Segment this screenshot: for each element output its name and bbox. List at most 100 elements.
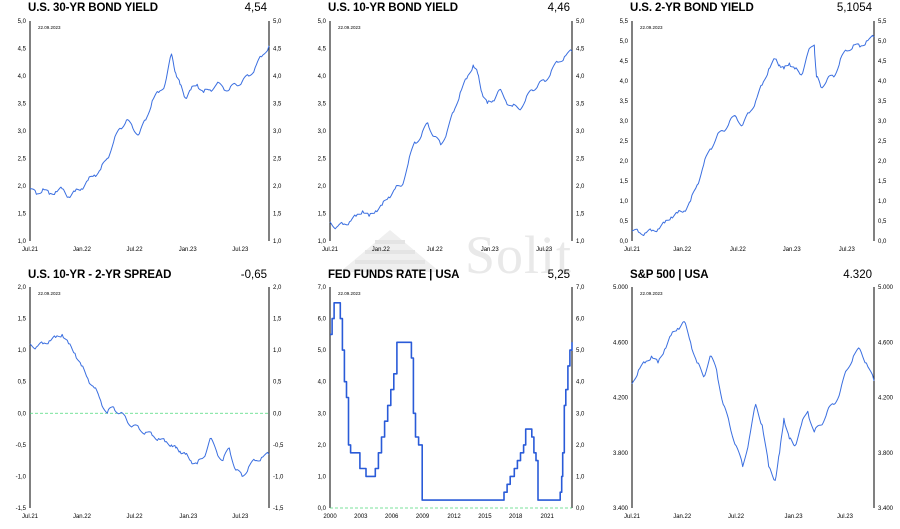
y-tick-label-right: 4.600: [878, 340, 894, 346]
y-tick-label-left: 1,5: [18, 212, 27, 218]
y-tick-label-right: 7,0: [576, 285, 585, 291]
x-tick-label: Jan.23: [783, 247, 802, 253]
y-tick-label-right: 3,5: [576, 102, 585, 108]
chart-panel: U.S. 10-YR BOND YIELD 4,46 22.09.2023 1,0 1,…: [318, 0, 588, 264]
chart-panel: U.S. 30-YR BOND YIELD 4,54 22.09.2023 1,0 1,…: [18, 0, 289, 264]
y-tick-label-right: 3,5: [878, 99, 887, 105]
y-tick-label-left: 4,5: [318, 47, 327, 53]
y-tick-label-left: 3,0: [318, 411, 327, 417]
y-tick-label-left: -1,0: [16, 474, 27, 480]
date-stamp: 22.09.2023: [338, 25, 361, 30]
x-tick-label: 2012: [447, 514, 461, 520]
latest-value: 4,54: [244, 2, 267, 14]
x-tick-label: Jul.22: [728, 514, 745, 520]
chart-title: U.S. 10-YR BOND YIELD: [328, 2, 458, 14]
y-tick-label-left: -1,5: [16, 506, 27, 512]
plot-area: 1,0 1,0 1,5 1,5 2,0 2,0 2,5 2,5 3,0 3,0 3,5 3,5 4,0 4…: [318, 19, 585, 253]
y-tick-label-right: 3,0: [576, 411, 585, 417]
x-tick-label: 2009: [416, 514, 430, 520]
y-tick-label-right: -0,5: [273, 443, 284, 449]
y-tick-label-right: 2,0: [273, 285, 282, 291]
y-tick-label-right: 2,5: [878, 139, 887, 145]
y-tick-label-left: 2,5: [620, 139, 629, 145]
latest-value: 4.320: [843, 269, 872, 281]
y-tick-label-right: 3.800: [878, 451, 894, 457]
y-tick-label-left: 3,0: [318, 129, 327, 135]
latest-value: 5,25: [547, 269, 570, 281]
y-tick-label-right: 0,0: [273, 411, 282, 417]
y-tick-label-right: 2,0: [576, 184, 585, 190]
y-tick-label-right: 4,0: [576, 74, 585, 80]
y-tick-label-right: 5,0: [878, 39, 887, 45]
date-stamp: 22.09.2023: [640, 25, 663, 30]
y-tick-label-left: 0,5: [620, 219, 629, 225]
y-tick-label-left: 4.600: [613, 340, 629, 346]
x-tick-label: Jul.22: [730, 247, 747, 253]
x-tick-label: Jan.22: [673, 514, 692, 520]
y-tick-label-left: 0,5: [18, 380, 27, 386]
x-tick-label: Jul.22: [427, 247, 444, 253]
y-tick-label-left: 2,0: [18, 184, 27, 190]
y-tick-label-left: 1,5: [620, 179, 629, 185]
y-tick-label-left: 0,0: [318, 506, 327, 512]
y-tick-label-right: 0,5: [273, 380, 282, 386]
y-tick-label-right: 4,0: [576, 380, 585, 386]
x-tick-label: 2006: [385, 514, 399, 520]
chart-title: FED FUNDS RATE | USA: [328, 269, 460, 281]
x-tick-label: Jan.23: [481, 247, 500, 253]
series-line: [329, 49, 573, 230]
y-tick-label-left: 4,0: [620, 79, 629, 85]
y-tick-label-right: 0,5: [878, 219, 887, 225]
latest-value: 4,46: [547, 2, 570, 14]
chart-title: S&P 500 | USA: [630, 269, 709, 281]
chart-panel: FED FUNDS RATE | USA 5,25 22.09.2023 0,0 0,0…: [318, 267, 588, 529]
y-tick-label-left: 3,5: [318, 102, 327, 108]
date-stamp: 22.09.2023: [338, 291, 361, 296]
y-tick-label-left: 1,0: [18, 239, 27, 245]
x-tick-label: Jul.23: [839, 247, 856, 253]
y-tick-label-right: 4,5: [576, 47, 585, 53]
y-tick-label-right: 4,5: [273, 47, 282, 53]
x-tick-label: Jan.22: [73, 247, 92, 253]
plot-area: 0,0 0,0 0,5 0,5 1,0 1,0 1,5 1,5 2,0 2,0 2,5 2,5 3,0 3…: [620, 19, 887, 253]
plot-area: 3.400 3.400 3.800 3.800 4.200 4.200 4.600 4.600…: [613, 285, 894, 520]
y-tick-label-right: 5,0: [273, 19, 282, 25]
x-tick-label: Jul.21: [624, 514, 641, 520]
y-tick-label-left: 5,0: [620, 39, 629, 45]
y-tick-label-left: 3,0: [18, 129, 27, 135]
x-tick-label: Jul.22: [127, 514, 144, 520]
y-tick-label-right: 4,0: [273, 74, 282, 80]
y-tick-label-left: 3.400: [613, 506, 629, 512]
series-line: [631, 321, 875, 481]
y-tick-label-right: 3,0: [878, 119, 887, 125]
y-tick-label-left: 3,0: [620, 119, 629, 125]
y-tick-label-left: 4,0: [18, 74, 27, 80]
x-tick-label: Jul.21: [624, 247, 641, 253]
x-tick-label: Jul.21: [322, 247, 339, 253]
y-tick-label-left: 3,5: [18, 102, 27, 108]
y-tick-label-right: 2,0: [576, 443, 585, 449]
y-tick-label-left: 4,5: [18, 47, 27, 53]
y-tick-label-left: 4,5: [620, 59, 629, 65]
plot-area: 0,0 0,0 1,0 1,0 2,0 2,0 3,0 3,0 4,0 4,0 5,0 5,0 6,0 6…: [318, 285, 585, 520]
y-tick-label-left: 4,0: [318, 380, 327, 386]
y-tick-label-left: 2,0: [18, 285, 27, 291]
plot-area: 1,0 1,0 1,5 1,5 2,0 2,0 2,5 2,5 3,0 3,0 3,5 3,5 4,0 4…: [18, 19, 282, 253]
x-tick-label: Jan.22: [73, 514, 92, 520]
series-line: [330, 302, 573, 501]
y-tick-label-left: 2,5: [18, 157, 27, 163]
y-tick-label-left: 1,0: [620, 199, 629, 205]
y-tick-label-left: 5,0: [318, 19, 327, 25]
y-tick-label-right: 2,0: [273, 184, 282, 190]
y-tick-label-right: 1,5: [273, 212, 282, 218]
x-tick-label: Jul.21: [22, 247, 39, 253]
y-tick-label-right: 4.200: [878, 396, 894, 402]
date-stamp: 22.09.2023: [640, 291, 663, 296]
y-tick-label-right: 1,0: [273, 348, 282, 354]
y-tick-label-right: 1,0: [273, 239, 282, 245]
y-tick-label-left: 5,0: [318, 348, 327, 354]
y-tick-label-right: 1,0: [576, 239, 585, 245]
x-tick-label: Jul.23: [536, 247, 553, 253]
chart-title: U.S. 30-YR BOND YIELD: [28, 2, 158, 14]
series-line: [30, 45, 270, 198]
